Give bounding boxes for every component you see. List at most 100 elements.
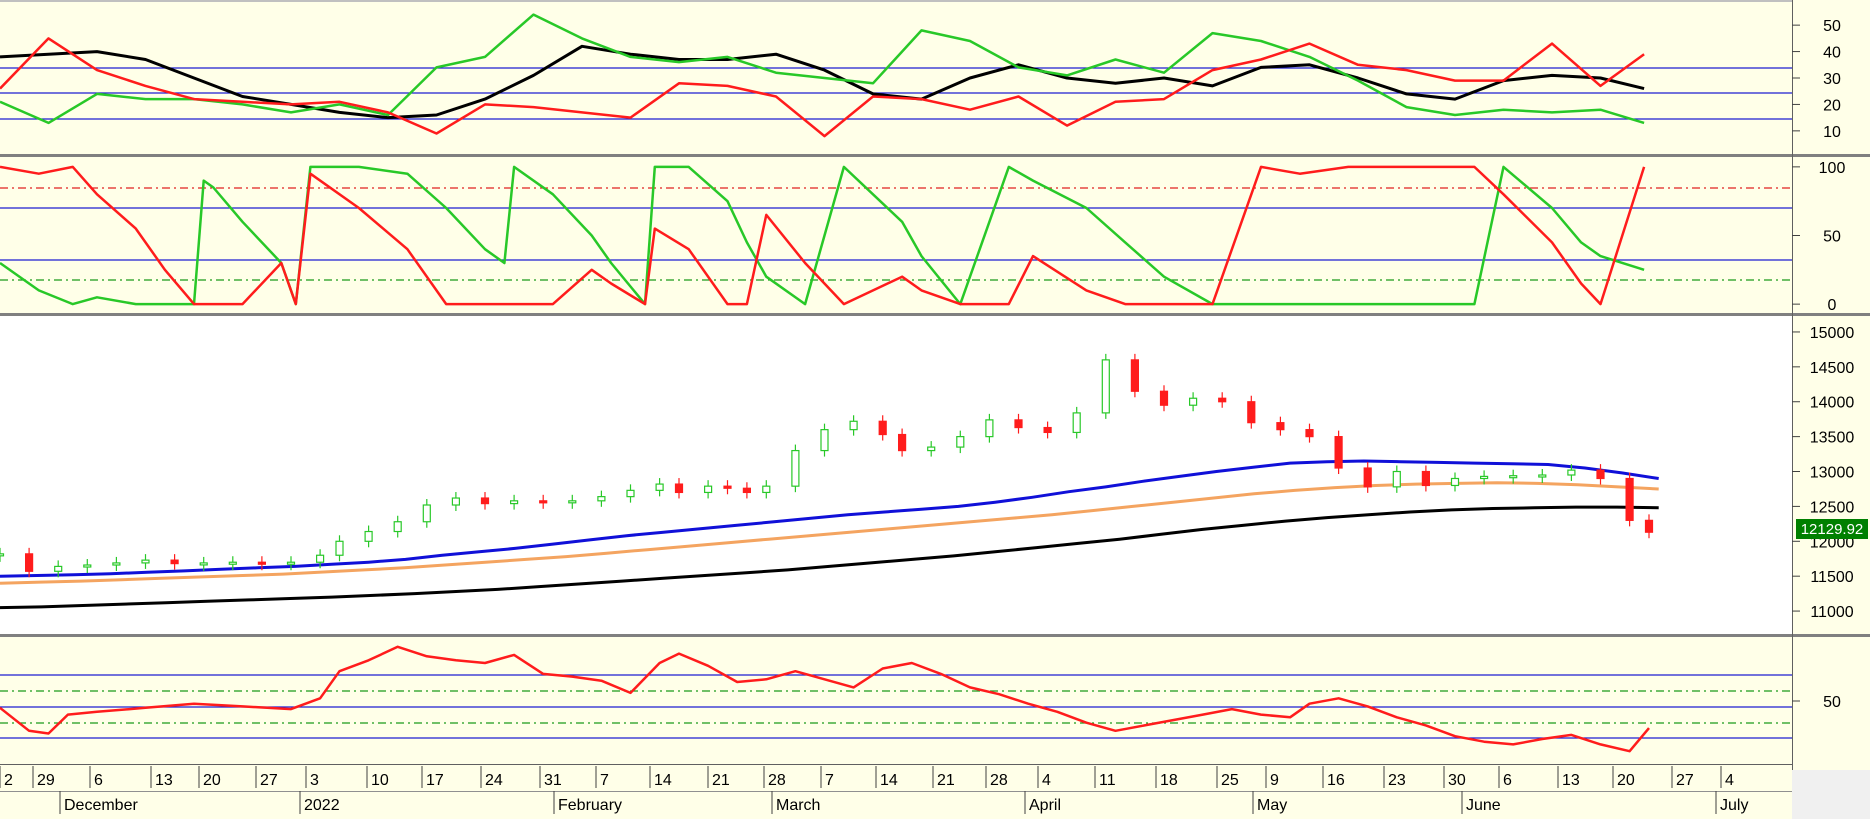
candle (1363, 467, 1372, 488)
month-label: 2022 (304, 797, 340, 814)
day-label: 14 (880, 772, 898, 789)
day-label: 18 (1160, 772, 1178, 789)
candle (539, 500, 548, 504)
candle (1188, 397, 1198, 406)
candle (480, 497, 490, 505)
day-label: 13 (155, 772, 173, 789)
candle (228, 561, 237, 565)
candle (849, 420, 858, 431)
candle (791, 449, 800, 487)
candle (1101, 359, 1110, 414)
last-price-tag: 12129.92 (1796, 519, 1868, 539)
day-label: 31 (544, 772, 562, 789)
day-label: 13 (1562, 772, 1580, 789)
day-label: 28 (990, 772, 1008, 789)
price-axis-tick-label: 11000 (1810, 604, 1853, 621)
day-label: 23 (1388, 772, 1406, 789)
candle (568, 500, 577, 504)
aroon-axis-tick-label: 50 (1823, 229, 1841, 246)
price-axis-tick-label: 15000 (1810, 325, 1855, 342)
day-label: 4 (1042, 772, 1051, 789)
candle (655, 483, 664, 491)
day-label: 4 (1725, 772, 1734, 789)
day-label: 27 (260, 772, 278, 789)
candle (316, 554, 325, 563)
candle (1421, 470, 1431, 487)
last-price-box (1796, 519, 1868, 539)
candle (723, 485, 732, 489)
day-label: 20 (203, 772, 221, 789)
candle (1130, 359, 1140, 392)
series-layer (0, 13, 1659, 753)
candle (1479, 475, 1489, 480)
axis-layer: 50 40 30 20 10 100 50 0 15000 14500 14000 13500 1300… (0, 18, 1854, 814)
dmi-minus-di-line (0, 37, 1645, 138)
right-axis-area (1792, 0, 1870, 770)
day-label: 29 (37, 772, 55, 789)
candle (1072, 412, 1081, 434)
month-label: March (776, 797, 820, 814)
candle (1625, 477, 1634, 521)
day-label: 16 (1327, 772, 1345, 789)
month-label: February (558, 797, 622, 814)
day-label: 14 (654, 772, 672, 789)
day-label: 27 (1676, 772, 1694, 789)
candle (451, 497, 460, 506)
ma-black-line (0, 505, 1659, 610)
candle (1567, 469, 1576, 476)
candle (1043, 426, 1052, 434)
candle (54, 565, 63, 572)
month-label: May (1257, 797, 1287, 814)
candle (25, 553, 34, 572)
candle (0, 553, 5, 557)
aroon-down-line (0, 165, 1646, 306)
candle (112, 562, 121, 566)
day-label: 9 (1270, 772, 1279, 789)
day-label: 20 (1617, 772, 1635, 789)
price-axis-tick-label: 13000 (1810, 465, 1855, 482)
day-label: 17 (426, 772, 444, 789)
last-price-label: 12129.92 (1801, 521, 1864, 538)
month-label: April (1029, 797, 1061, 814)
candle (1450, 477, 1460, 487)
dmi-adx-line (0, 44, 1645, 120)
day-label: 2 (4, 772, 13, 789)
rsi-axis-tick-label: 50 (1823, 694, 1841, 711)
rsi-panel (0, 637, 1792, 764)
day-label: 3 (310, 772, 319, 789)
month-label: June (1466, 797, 1501, 814)
dmi-axis-tick-label: 20 (1823, 97, 1841, 114)
candle (1247, 401, 1256, 424)
price-axis-tick-label: 14000 (1810, 395, 1855, 412)
candle (1596, 469, 1605, 480)
candle (1159, 390, 1169, 406)
candle (83, 564, 92, 568)
candle (985, 419, 994, 438)
day-label: 6 (1503, 772, 1512, 789)
candle (364, 530, 373, 542)
dmi-panel (0, 2, 1792, 154)
candle (742, 487, 752, 494)
dmi-axis-tick-label: 40 (1823, 45, 1841, 62)
dmi-axis-tick-label: 10 (1823, 124, 1841, 141)
candle (1276, 422, 1285, 431)
candle (335, 540, 344, 556)
candle (897, 433, 907, 452)
candle (199, 562, 208, 566)
candle (674, 483, 684, 494)
price-axis-tick-label: 14500 (1810, 360, 1855, 377)
candle (597, 496, 606, 502)
day-label: 21 (937, 772, 955, 789)
aroon-axis-tick-label: 100 (1819, 160, 1846, 177)
day-label: 24 (485, 772, 503, 789)
candle (422, 504, 431, 523)
candle (1334, 436, 1343, 469)
price-axis-tick-label: 13500 (1810, 430, 1855, 447)
day-label: 25 (1221, 772, 1239, 789)
price-panel (0, 316, 1792, 634)
candle (703, 485, 713, 494)
candle (170, 559, 179, 565)
price-axis-tick-label: 11500 (1810, 569, 1853, 586)
day-label: 30 (1448, 772, 1466, 789)
